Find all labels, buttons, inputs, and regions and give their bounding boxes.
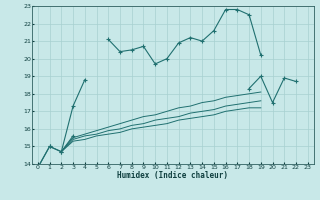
X-axis label: Humidex (Indice chaleur): Humidex (Indice chaleur) xyxy=(117,171,228,180)
